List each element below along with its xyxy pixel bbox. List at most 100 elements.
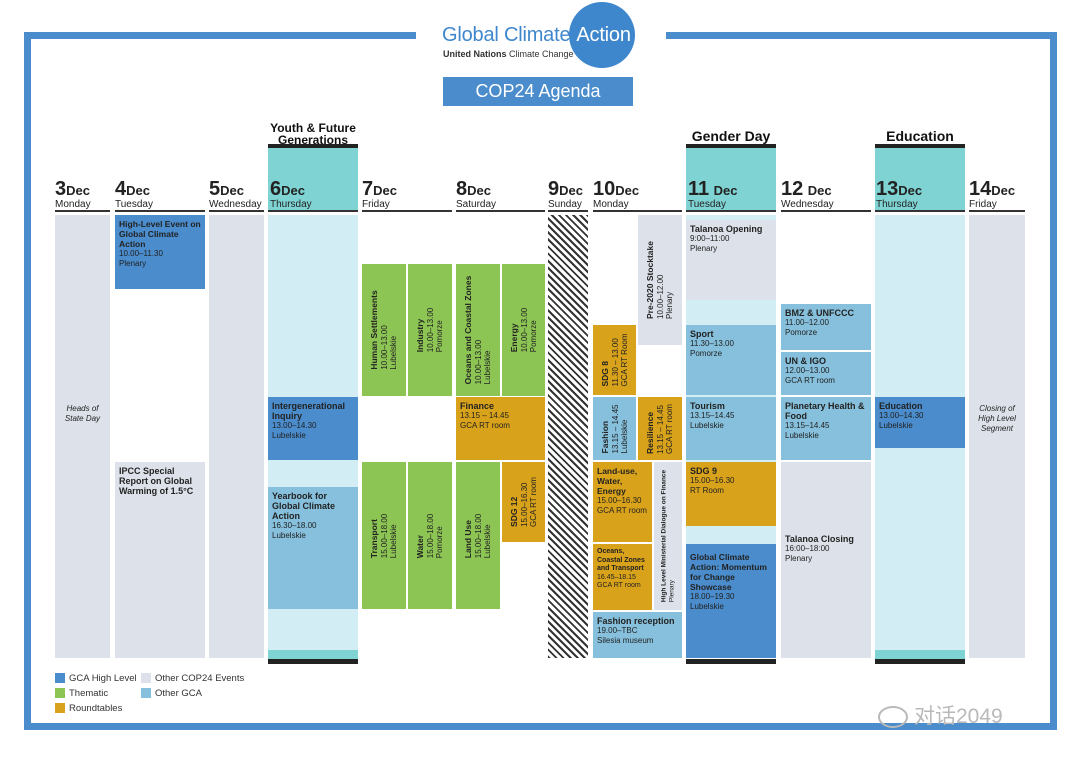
legend-swatch-other-gca — [141, 688, 151, 698]
event-land-water-energy[interactable]: Land-use, Water, Energy 15.00–16.30 GCA … — [593, 462, 652, 542]
day-name-4: Tuesday — [115, 199, 153, 210]
theme-head-dec13 — [875, 148, 965, 210]
frame-left — [24, 32, 31, 730]
day-underline-10 — [593, 210, 682, 212]
event-un-igo[interactable]: UN & IGO 12.00–13.00 GCA RT room — [781, 352, 871, 395]
frame-right — [1050, 32, 1057, 730]
event-high-level[interactable]: High-Level Event on Global Climate Actio… — [115, 215, 205, 289]
legend-swatch-gca-high-level — [55, 673, 65, 683]
column-dec3 — [55, 215, 110, 658]
day-header-14: 14Dec — [969, 178, 1016, 200]
event-tourism[interactable]: Tourism 13.15–14.45 Lubelskie — [686, 397, 776, 460]
legend-swatch-other-cop24 — [141, 673, 151, 683]
event-ipcc-report[interactable]: IPCC Special Report on Global Warming of… — [115, 462, 205, 658]
day-header-11: 11 Dec — [688, 178, 738, 200]
legend-label-gca-high-level: GCA High Level — [69, 673, 137, 684]
event-sdg8[interactable]: SDG 8 11.30 – 13.00 GCA RT Room — [593, 325, 636, 395]
event-oceans-coastal[interactable]: Oceans and Coastal Zones 10.00–13.00 Lubel… — [456, 264, 500, 396]
day-header-4: 4Dec — [115, 178, 150, 200]
event-bmz-unfccc[interactable]: BMZ & UNFCCC 11.00–12.00 Pomorze — [781, 304, 871, 350]
logo-title: Global Climate Action — [442, 24, 631, 46]
event-education-session[interactable]: Education 13.00–14.30 Lubelskie — [875, 397, 965, 448]
event-resilience[interactable]: Resilience 13.15 – 14.45 GCA RT room — [638, 397, 682, 460]
day-header-9: 9Dec — [548, 178, 583, 200]
day-header-7: 7Dec — [362, 178, 397, 200]
event-pre2020-stocktake[interactable]: Pre-2020 Stocktake 10.00–12.00 Plenary — [638, 215, 682, 345]
legend-swatch-thematic — [55, 688, 65, 698]
theme-bar-dec13 — [875, 144, 965, 148]
event-energy[interactable]: Energy 10.00–13.00 Pomorze — [502, 264, 545, 396]
day-underline-14 — [969, 210, 1025, 212]
event-talanoa-opening[interactable]: Talanoa Opening 9:00–11:00 Plenary — [686, 220, 776, 300]
frame-bottom — [24, 723, 1057, 730]
day-name-9: Sunday — [548, 199, 582, 210]
legend-label-other-cop24: Other COP24 Events — [155, 673, 245, 684]
day-underline-9 — [548, 210, 588, 212]
event-yearbook[interactable]: Yearbook for Global Climate Action 16.30… — [268, 487, 358, 609]
day-name-6: Thursday — [270, 199, 312, 210]
day-name-3: Monday — [55, 199, 91, 210]
logo-subtitle: United Nations Climate Change — [443, 49, 574, 59]
day-name-5: Wednesday — [209, 199, 262, 210]
day-name-11: Tuesday — [688, 199, 726, 210]
logo-circle — [569, 2, 635, 68]
day-header-5: 5Dec — [209, 178, 244, 200]
event-fashion[interactable]: Fashion 13.15 – 14.45 Lubelskie — [593, 397, 636, 460]
column-dec4-gap — [115, 290, 205, 460]
event-sdg9[interactable]: SDG 9 15.00–16.30 RT Room — [686, 462, 776, 526]
theme-head-dec6 — [268, 148, 358, 210]
theme-youth-day: Youth & Future Generations Day — [270, 121, 356, 158]
column-dec11-bar — [686, 659, 776, 664]
event-land-use[interactable]: Land Use 15.00–18.00 Lubelskie — [456, 462, 500, 609]
theme-education-day: Education — [886, 128, 954, 144]
day-underline-5 — [209, 210, 264, 212]
event-intergenerational-inquiry[interactable]: Intergenerational Inquiry 13.00–14.30 Lu… — [268, 397, 358, 460]
event-water[interactable]: Water 15.00–18.00 Pomorze — [408, 462, 452, 609]
column-dec6-bar — [268, 659, 358, 664]
event-ministerial-finance[interactable]: High Level Ministerial Dialogue on Finan… — [654, 462, 682, 610]
day-header-12: 12 Dec — [781, 178, 832, 200]
day-header-3: 3Dec — [55, 178, 90, 200]
event-heads-of-state[interactable]: Heads of State Day — [64, 404, 101, 423]
column-dec14 — [969, 215, 1025, 658]
event-sport[interactable]: Sport 11.30–13.00 Pomorze — [686, 325, 776, 395]
legend-label-roundtables: Roundtables — [69, 703, 123, 714]
event-talanoa-closing[interactable]: Talanoa Closing 16:00–18:00 Plenary — [781, 462, 871, 658]
event-sdg12[interactable]: SDG 12 15.00–16.30 GCA RT room — [502, 462, 545, 542]
legend-swatch-roundtables — [55, 703, 65, 713]
event-planetary-health[interactable]: Planetary Health & Food 13.15–14.45 Lube… — [781, 397, 871, 460]
column-dec5 — [209, 215, 264, 658]
agenda-title: COP24 Agenda — [443, 77, 633, 106]
event-oceans-transport[interactable]: Oceans, Coastal Zones and Transport 16.4… — [593, 544, 652, 610]
theme-gender-day: Gender Day — [691, 128, 771, 144]
day-underline-13 — [875, 210, 965, 212]
event-finance[interactable]: Finance 13.15 – 14.45 GCA RT room — [456, 397, 545, 460]
day-header-8: 8Dec — [456, 178, 491, 200]
day-name-10: Monday — [593, 199, 629, 210]
day-underline-6 — [268, 210, 358, 212]
day-underline-8 — [456, 210, 545, 212]
event-transport[interactable]: Transport 15.00–18.00 Lubelskie — [362, 462, 406, 609]
day-header-6: 6Dec — [270, 178, 305, 200]
day-underline-7 — [362, 210, 452, 212]
theme-head-dec11 — [686, 148, 776, 210]
frame-top-right — [666, 32, 1057, 39]
day-name-14: Friday — [969, 199, 997, 210]
event-human-settlements[interactable]: Human Settlements 10.00–13.00 Lubelskie — [362, 264, 406, 396]
event-fashion-reception[interactable]: Fashion reception 19.00–TBC Silesia muse… — [593, 612, 682, 658]
column-dec9-closed — [548, 215, 588, 658]
day-name-13: Thursday — [876, 199, 918, 210]
theme-bar-dec6 — [268, 144, 358, 148]
event-closing-high-level[interactable]: Closing of High Level Segment — [978, 404, 1016, 433]
day-name-7: Friday — [362, 199, 390, 210]
column-dec13-footer — [875, 650, 965, 659]
column-dec6-footer — [268, 650, 358, 659]
event-gca-showcase[interactable]: Global Climate Action: Momentum for Chan… — [686, 544, 776, 658]
frame-top-left — [24, 32, 416, 39]
day-header-13: 13Dec — [876, 178, 923, 200]
day-underline-11 — [686, 210, 776, 212]
day-header-10: 10Dec — [593, 178, 640, 200]
day-name-8: Saturday — [456, 199, 497, 210]
event-industry[interactable]: Industry 10.00–13.00 Pomorze — [408, 264, 452, 396]
watermark: 对话2049 — [878, 700, 1003, 730]
